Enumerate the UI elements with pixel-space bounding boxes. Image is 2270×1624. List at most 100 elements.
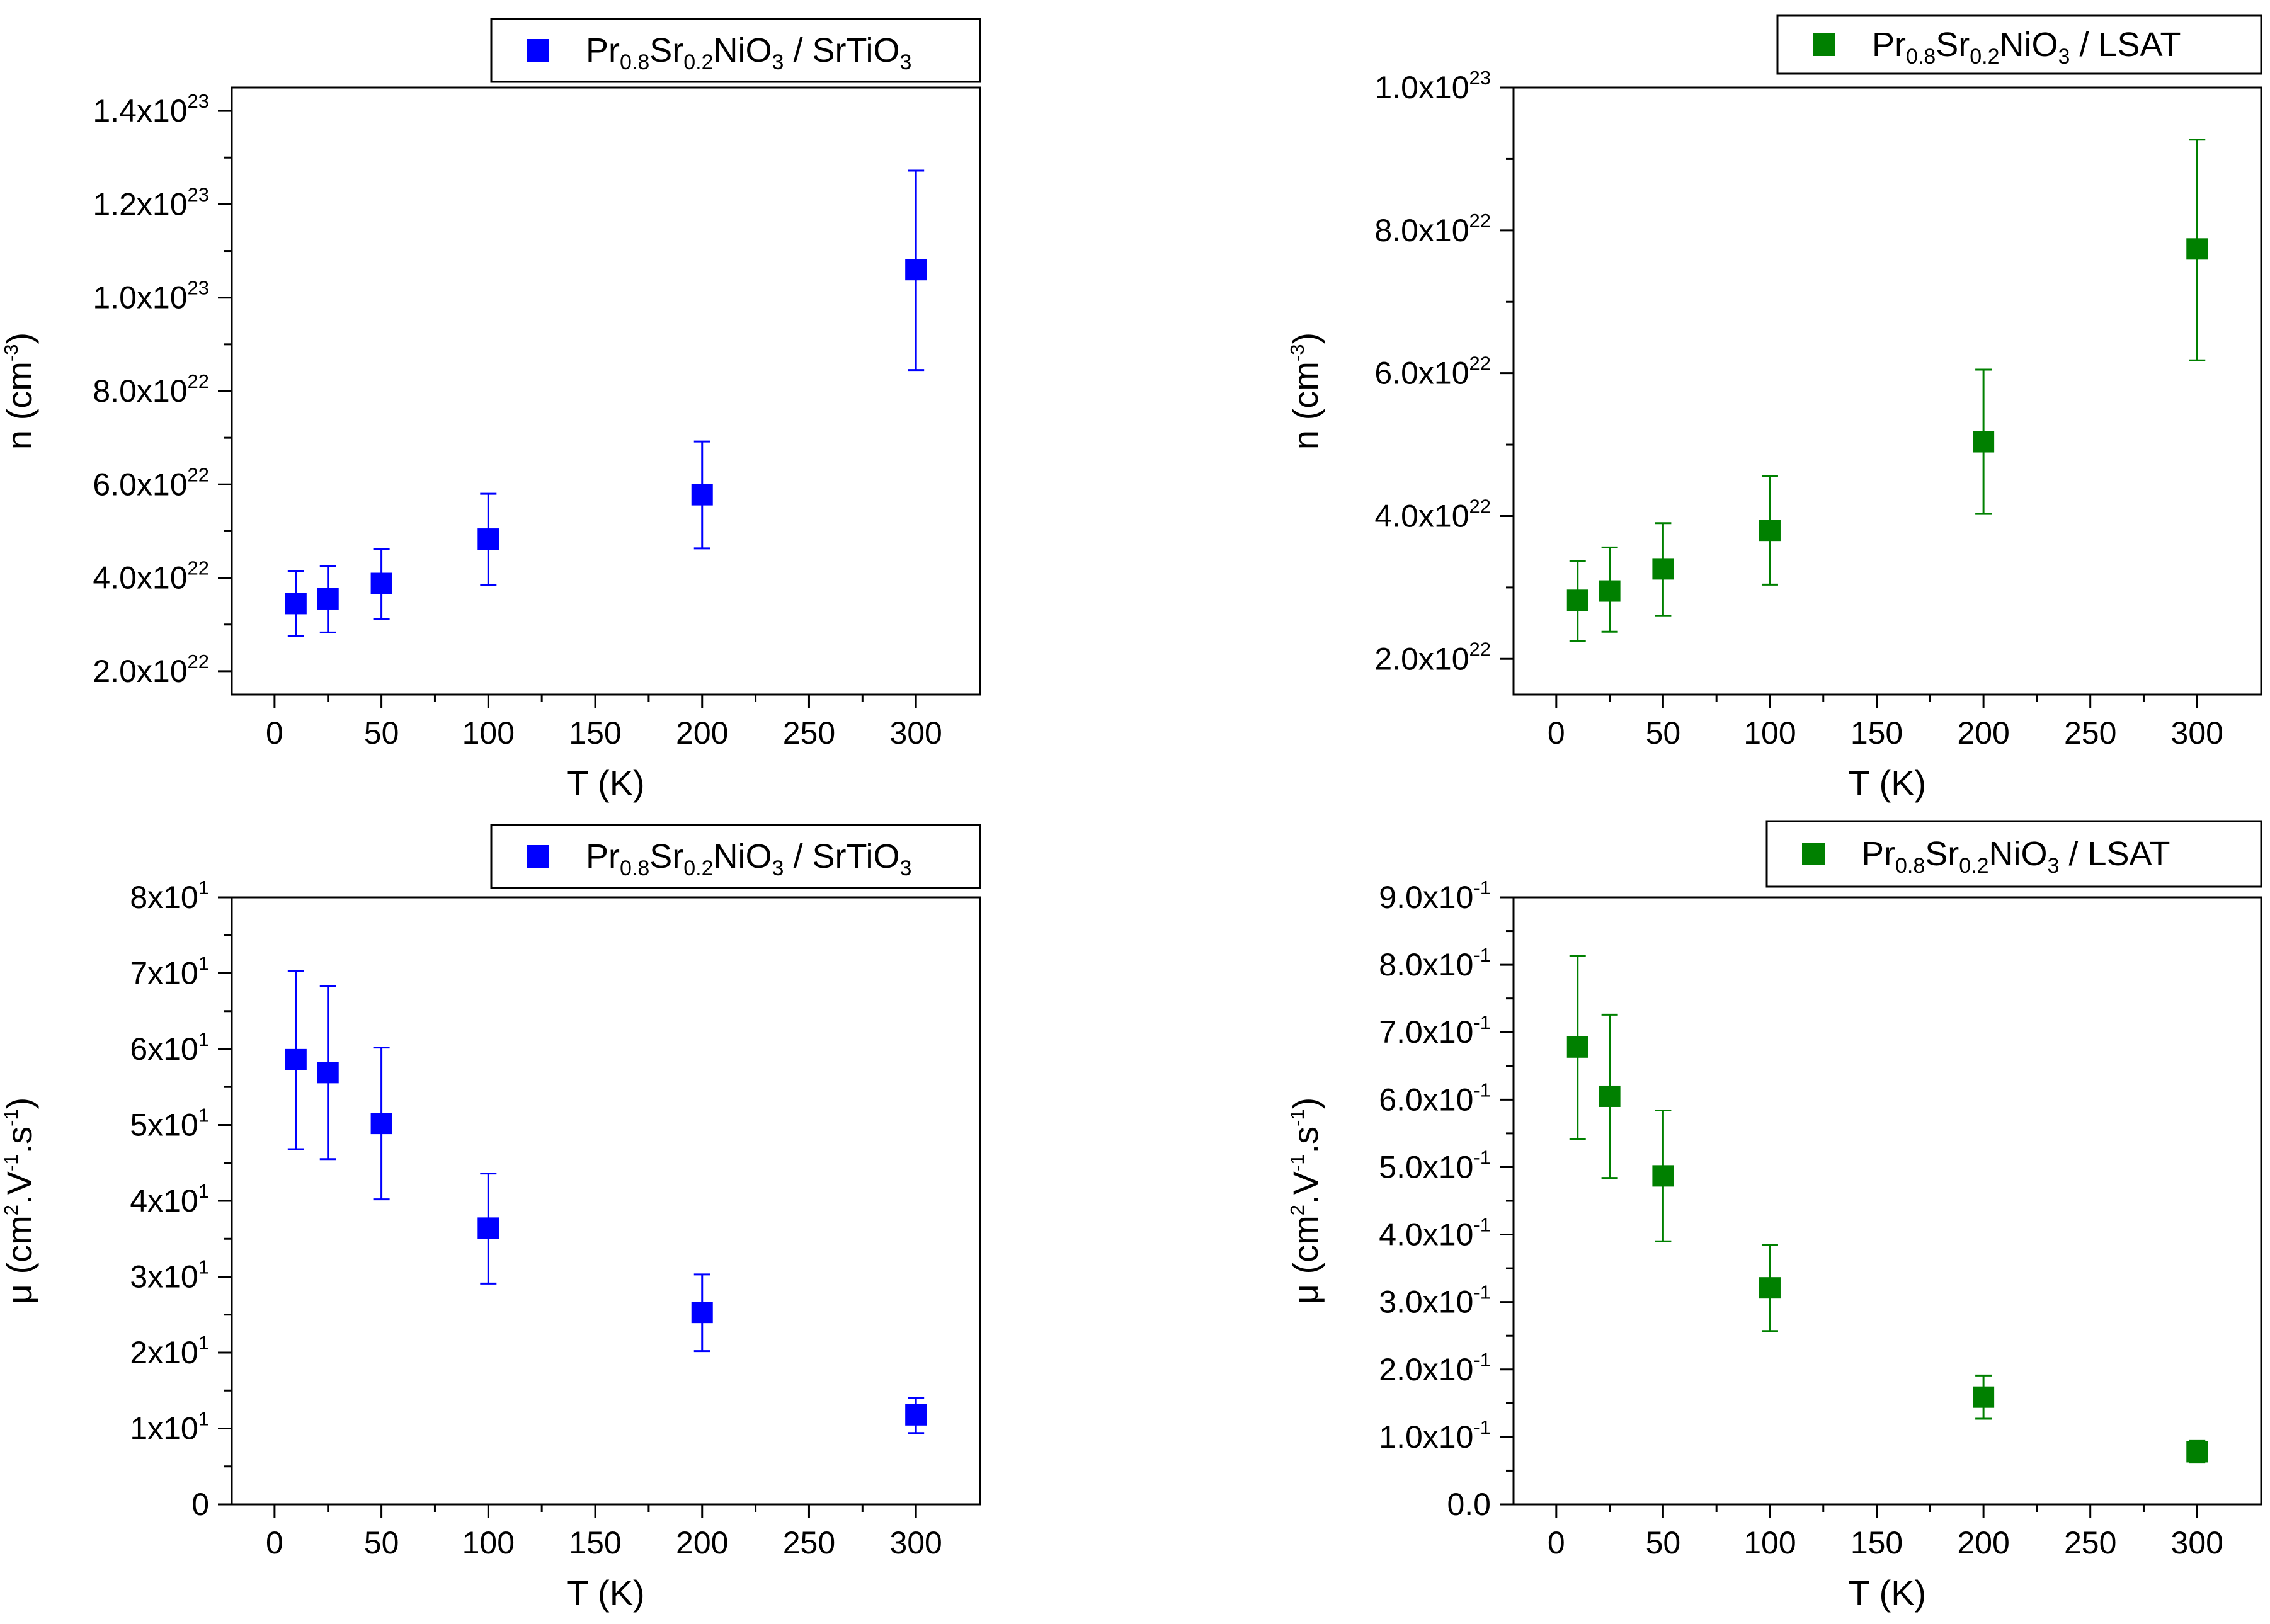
y-tick-label: 1.2x1023 [93,183,209,222]
legend: Pr0.8Sr0.2NiO3 / SrTiO3 [490,18,981,83]
y-tick-label: 6x101 [130,1028,209,1067]
x-tick-label: 250 [2064,715,2116,751]
series [285,169,927,637]
x-tick-label: 200 [676,1525,728,1560]
data-point [370,1113,392,1135]
plot-frame [1512,896,2262,1506]
x-tick-label: 50 [1646,715,1681,751]
y-tick-label: 8.0x1022 [93,370,209,409]
x-tick-label: 200 [1957,715,2009,751]
legend-box [1765,820,2262,888]
x-tick-label: 50 [1646,1525,1681,1560]
y-tick-label: 3.0x10-1 [1379,1281,1491,1320]
y-tick-label: 6.0x1022 [93,463,209,502]
x-tick-label: 100 [1743,1525,1796,1560]
data-point [2186,1441,2208,1463]
y-tick-label: 3x101 [130,1256,209,1295]
data-point [477,528,499,550]
x-tick-label: 300 [889,1525,942,1560]
x-axis-label: T (K) [1849,1573,1926,1613]
panel-bottom-right: 0 50 100 150 200 250 300 0.0 1.0x10-1 2.0x10-1 3.0… [1286,820,2262,1613]
legend-box [1776,14,2262,75]
data-point [1759,520,1781,542]
x-tick-label: 150 [1851,715,1903,751]
data-point [477,1217,499,1239]
x-tick-label: 0 [266,715,283,751]
y-tick-label: 8.0x1022 [1374,210,1491,248]
legend-label: Pr0.8Sr0.2NiO3 / LSAT [1861,835,2170,878]
x-tick-label: 250 [783,1525,835,1560]
legend: Pr0.8Sr0.2NiO3 / LSAT [1776,14,2262,75]
data-point [1652,1165,1674,1187]
x-tick-label: 300 [889,715,942,751]
x-tick-label: 300 [2171,715,2223,751]
legend: Pr0.8Sr0.2NiO3 / SrTiO3 [490,824,981,889]
y-tick-label: 2.0x10-1 [1379,1349,1491,1387]
data-point [691,484,713,506]
x-tick-label: 200 [676,715,728,751]
y-axis-label: n (cm-3) [0,332,39,450]
x-tick-label: 50 [364,715,399,751]
data-point [1759,1277,1781,1299]
y-tick-label: 2.0x1022 [93,650,209,689]
x-tick-label: 300 [2171,1525,2223,1560]
y-tick-label: 2.0x1022 [1374,638,1491,676]
legend-marker [1802,843,1825,865]
panel-bottom-left: 0 50 100 150 200 250 300 0 1x101 2x101 3x101 4x101 5… [0,824,981,1613]
y-tick-label: 4.0x1022 [93,557,209,596]
data-point [317,1062,339,1084]
y-tick-label: 4.0x1022 [1374,495,1491,533]
x-axis-label: T (K) [1849,763,1926,803]
data-point [1566,1036,1588,1058]
legend: Pr0.8Sr0.2NiO3 / LSAT [1765,820,2262,888]
series [1566,139,2208,642]
y-tick-label: 5x101 [130,1104,209,1143]
plot-frame [1512,86,2262,696]
data-point [1599,580,1621,602]
panel-top-left: 0 50 100 150 200 250 300 2.0x1022 4.0x1022 6.0x10… [0,18,981,803]
x-tick-label: 0 [1548,715,1565,751]
panel-top-right: 0 50 100 150 200 250 300 2.0x1022 4.0x1022 6.0x10… [1286,14,2262,803]
data-point [1652,558,1674,580]
y-tick-label: 1.0x1023 [93,277,209,315]
y-tick-label: 4x101 [130,1180,209,1218]
y-tick-label: 1.4x1023 [93,90,209,128]
x-tick-label: 100 [1743,715,1796,751]
x-tick-label: 0 [1548,1525,1565,1560]
x-tick-label: 200 [1957,1525,2009,1560]
x-tick-label: 250 [2064,1525,2116,1560]
data-point [1973,1386,1995,1408]
legend-marker [527,39,549,62]
x-tick-label: 0 [266,1525,283,1560]
y-axis-label: n (cm-3) [1286,332,1325,450]
data-point [1566,589,1588,611]
y-tick-label: 5.0x10-1 [1379,1146,1491,1184]
data-point [1599,1085,1621,1107]
y-tick-label: 7x101 [130,953,209,991]
y-tick-label: 6.0x10-1 [1379,1079,1491,1117]
legend-marker [1813,33,1835,56]
legend-box [490,824,981,889]
data-point [1973,431,1995,453]
plot-frame [231,86,981,696]
y-tick-label: 4.0x10-1 [1379,1214,1491,1252]
data-point [905,259,927,281]
x-tick-label: 250 [783,715,835,751]
y-tick-label: 0.0 [1447,1487,1491,1522]
x-tick-label: 150 [1851,1525,1903,1560]
data-point [317,588,339,610]
series [285,970,927,1434]
x-tick-label: 100 [462,1525,515,1560]
y-tick-label: 0 [191,1487,209,1522]
data-point [285,593,307,615]
x-axis-label: T (K) [567,1573,644,1613]
data-point [2186,238,2208,260]
x-tick-label: 50 [364,1525,399,1560]
y-tick-label: 1x101 [130,1408,209,1446]
x-tick-label: 150 [569,1525,621,1560]
legend-box [490,18,981,83]
legend-label: Pr0.8Sr0.2NiO3 / LSAT [1872,26,2181,69]
x-axis-label: T (K) [567,763,644,803]
plot-frame [231,896,981,1506]
